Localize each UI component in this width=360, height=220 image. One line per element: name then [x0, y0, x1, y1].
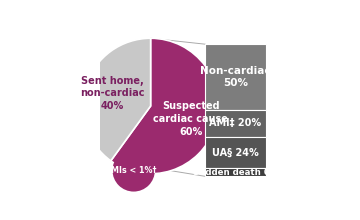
Bar	[205, 44, 266, 110]
Text: MIs < 1%†: MIs < 1%†	[111, 166, 157, 175]
Text: Sudden death 6%: Sudden death 6%	[193, 168, 278, 177]
Text: Sent home,
non-cardiac
40%: Sent home, non-cardiac 40%	[80, 76, 144, 111]
Circle shape	[113, 149, 155, 192]
Text: Suspected
cardiac cause
60%: Suspected cardiac cause 60%	[153, 101, 228, 137]
Bar	[205, 110, 266, 137]
Bar	[205, 168, 266, 176]
Text: Non-cardiac
50%: Non-cardiac 50%	[200, 66, 271, 88]
Wedge shape	[111, 38, 219, 174]
Text: UA§ 24%: UA§ 24%	[212, 148, 259, 158]
Bar	[205, 137, 266, 168]
Wedge shape	[83, 38, 150, 161]
Text: AMI‡ 20%: AMI‡ 20%	[210, 118, 262, 128]
